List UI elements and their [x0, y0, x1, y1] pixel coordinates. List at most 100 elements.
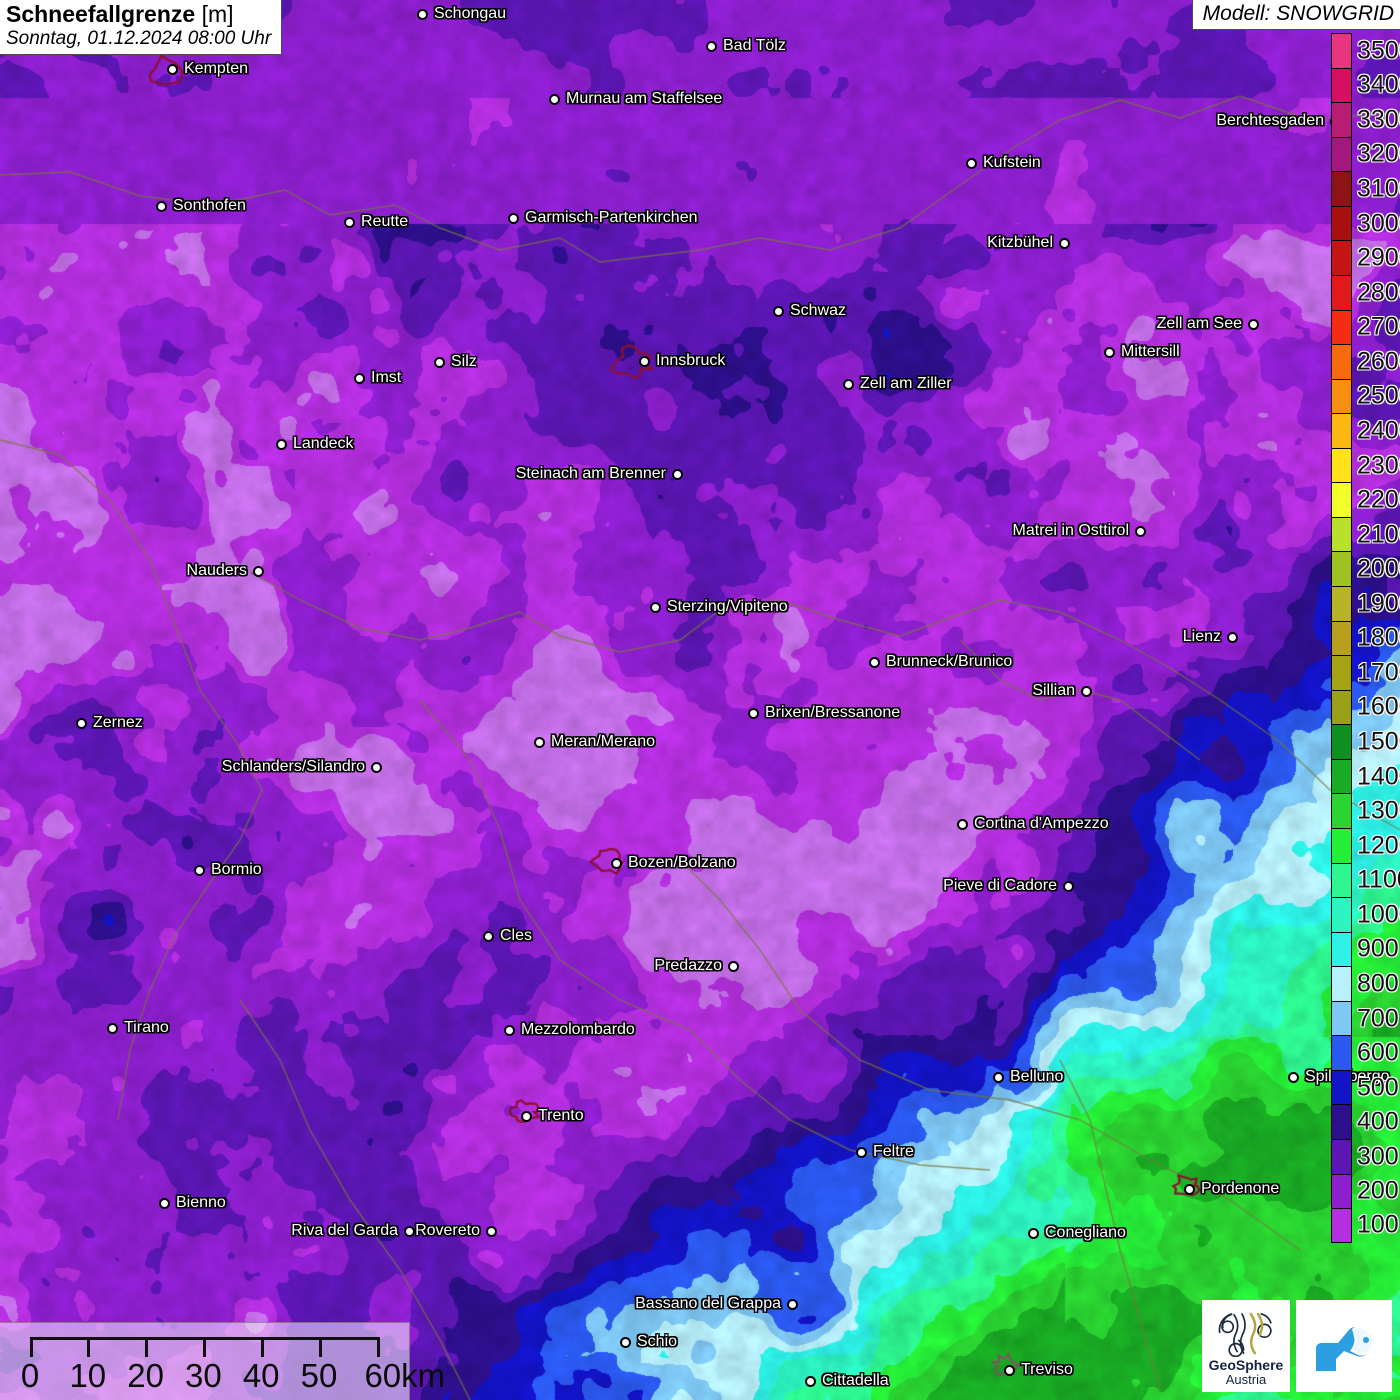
scale-tick: [203, 1337, 206, 1357]
city-label: Sillian: [1032, 682, 1075, 699]
city-label: Matrei in Osttirol: [1012, 522, 1129, 539]
city-marker[interactable]: Cortina d'Ampezzo: [957, 815, 1109, 833]
city-marker[interactable]: Pordenone: [1184, 1180, 1279, 1198]
title-unit: [m]: [201, 1, 234, 27]
city-dot-icon: [1004, 1364, 1015, 1376]
city-label: Innsbruck: [656, 352, 726, 369]
city-marker[interactable]: Kempten: [167, 60, 248, 78]
city-label: Schlanders/Silandro: [221, 758, 365, 775]
city-label: Treviso: [1021, 1361, 1073, 1378]
city-marker[interactable]: Trento: [521, 1107, 584, 1125]
city-marker[interactable]: Landeck: [276, 435, 354, 453]
city-marker[interactable]: Cittadella: [805, 1372, 889, 1390]
city-label: Mezzolombardo: [521, 1021, 635, 1038]
colorbar-tick-label: 3400: [1357, 70, 1400, 99]
city-marker[interactable]: Bad Tölz: [706, 37, 786, 55]
city-marker[interactable]: Mezzolombardo: [504, 1021, 635, 1039]
city-marker[interactable]: Predazzo: [654, 957, 739, 975]
city-marker[interactable]: Nauders: [187, 562, 264, 580]
colorbar-tick-label: 1300: [1357, 796, 1400, 825]
city-marker[interactable]: Kufstein: [966, 154, 1041, 172]
mountain-snow-icon: [1316, 1325, 1376, 1371]
colorbar-band: 500: [1331, 1069, 1399, 1105]
city-label: Brixen/Bressanone: [765, 704, 901, 721]
city-marker[interactable]: Riva del Garda: [291, 1222, 415, 1240]
city-marker[interactable]: Sillian: [1032, 682, 1092, 700]
city-marker[interactable]: Bozen/Bolzano: [611, 854, 736, 872]
scale-tick-label: 0: [20, 1357, 40, 1394]
city-dot-icon: [966, 157, 977, 169]
colorbar-tick-label: 1200: [1357, 831, 1400, 860]
city-marker[interactable]: Brixen/Bressanone: [748, 704, 900, 722]
city-marker[interactable]: Innsbruck: [639, 352, 725, 370]
colorbar-tick-label: 100: [1357, 1210, 1399, 1239]
city-marker[interactable]: Zernez: [76, 714, 143, 732]
valid-time-label: Sonntag, 01.12.2024 08:00 Uhr: [6, 27, 272, 49]
city-dot-icon: [1063, 880, 1074, 892]
city-dot-icon: [957, 818, 968, 830]
city-marker[interactable]: Imst: [354, 369, 401, 387]
city-marker[interactable]: Reutte: [344, 213, 408, 231]
colorbar-tick-label: 3000: [1357, 209, 1400, 238]
city-marker[interactable]: Treviso: [1004, 1361, 1073, 1379]
city-label: Cittadella: [822, 1372, 889, 1389]
city-marker[interactable]: Schlanders/Silandro: [222, 758, 382, 776]
city-marker[interactable]: Brunneck/Brunico: [869, 653, 1012, 671]
city-marker[interactable]: Schongau: [417, 5, 506, 23]
colorbar-tick-label: 3300: [1357, 105, 1400, 134]
colorbar-tick-label: 200: [1357, 1176, 1399, 1205]
colorbar-band: 2200: [1331, 482, 1400, 517]
city-marker[interactable]: Murnau am Staffelsee: [549, 90, 722, 108]
city-dot-icon: [344, 216, 355, 228]
city-marker[interactable]: Bienno: [159, 1194, 226, 1212]
colorbar-band: 600: [1331, 1035, 1399, 1070]
city-marker[interactable]: Silz: [434, 353, 477, 371]
geosphere-austria-logo[interactable]: GeoSphere Austria: [1202, 1300, 1290, 1392]
colorbar-tick-label: 700: [1357, 1004, 1399, 1033]
city-marker[interactable]: Pieve di Cadore: [943, 877, 1074, 895]
colorbar-band: 2100: [1331, 516, 1400, 552]
city-label: Tirano: [124, 1019, 169, 1036]
city-marker[interactable]: Feltre: [856, 1143, 914, 1161]
colorbar-band: 2300: [1331, 447, 1400, 483]
city-marker[interactable]: Berchtesgaden: [1216, 112, 1341, 130]
city-marker[interactable]: Schwaz: [773, 302, 846, 320]
colorbar-tick-label: 300: [1357, 1142, 1399, 1171]
colorbar-band: 700: [1331, 1000, 1399, 1036]
colorbar-band: 1900: [1331, 586, 1400, 621]
colorbar-tick-label: 900: [1357, 934, 1399, 963]
city-marker[interactable]: Sonthofen: [156, 197, 246, 215]
snow-service-logo[interactable]: [1296, 1300, 1392, 1392]
city-marker[interactable]: Bormio: [194, 861, 262, 879]
city-marker[interactable]: Lienz: [1183, 628, 1238, 646]
colorbar-band: 3000: [1331, 205, 1400, 241]
city-label: Sonthofen: [173, 197, 246, 214]
city-marker[interactable]: Sterzing/Vipiteno: [650, 598, 788, 616]
city-marker[interactable]: Schio: [620, 1333, 677, 1351]
city-marker[interactable]: Zell am See: [1157, 315, 1259, 333]
city-label: Schongau: [434, 5, 507, 22]
city-label: Mittersill: [1121, 343, 1180, 360]
city-marker[interactable]: Steinach am Brenner: [516, 465, 683, 483]
city-marker[interactable]: Bassano del Grappa: [635, 1295, 798, 1313]
city-dot-icon: [639, 355, 650, 367]
city-marker[interactable]: Mittersill: [1104, 343, 1180, 361]
colorbar-band: 100: [1331, 1208, 1399, 1243]
city-dot-icon: [404, 1225, 415, 1237]
city-marker[interactable]: Cles: [483, 927, 532, 945]
city-marker[interactable]: Tirano: [107, 1019, 169, 1037]
city-marker[interactable]: Conegliano: [1028, 1224, 1126, 1242]
city-marker[interactable]: Belluno: [993, 1068, 1063, 1086]
city-marker[interactable]: Matrei in Osttirol: [1013, 522, 1146, 540]
city-marker[interactable]: Kitzbühel: [987, 234, 1070, 252]
city-label: Berchtesgaden: [1216, 112, 1324, 129]
city-marker[interactable]: Rovereto: [415, 1222, 497, 1240]
city-marker[interactable]: Meran/Merano: [534, 733, 655, 751]
city-dot-icon: [787, 1298, 798, 1310]
colorbar-band: 1400: [1331, 758, 1400, 794]
city-marker[interactable]: Zell am Ziller: [843, 375, 952, 393]
scale-tick: [87, 1337, 90, 1357]
city-marker[interactable]: Garmisch-Partenkirchen: [508, 209, 698, 227]
geosphere-logo-line1: GeoSphere: [1208, 1356, 1284, 1373]
